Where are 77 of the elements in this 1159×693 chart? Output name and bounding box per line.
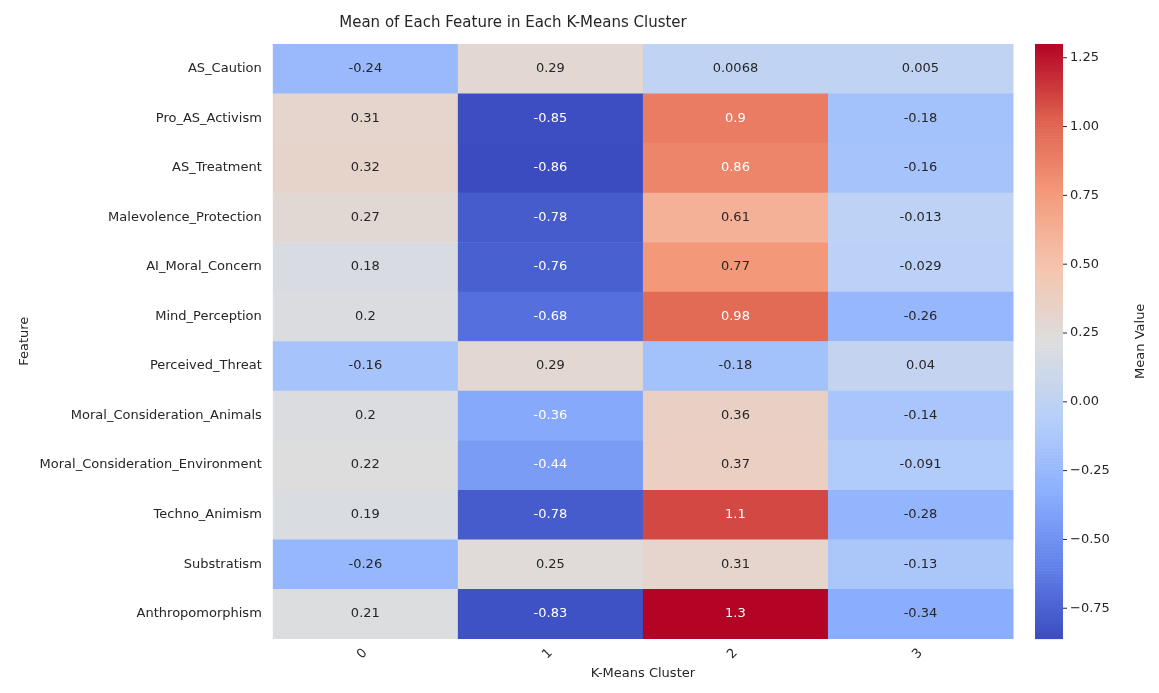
y-tick-label: Mind_Perception [155,307,262,323]
data-label: 0.77 [720,258,750,274]
color-bar-label: 0.00 [1070,393,1099,409]
data-label: 0.32 [350,159,380,175]
data-label: -0.24 [348,60,383,76]
data-label: -0.44 [533,456,568,472]
y-tick-label: Moral_Consideration_Animals [70,406,263,422]
color-bar-label: 0.50 [1070,255,1099,271]
data-label: -0.83 [533,605,568,621]
data-label: -0.16 [348,357,383,373]
data-label: 0.98 [720,307,750,323]
data-label: 0.19 [350,506,380,522]
data-label: 0.005 [901,60,940,76]
data-label: -0.68 [533,307,568,323]
data-label: 0.37 [720,456,750,472]
color-bar-title: Mean Value [1132,303,1148,379]
x-axis-title: K-Means Cluster [590,664,696,680]
data-label: -0.78 [533,208,568,224]
data-label: -0.16 [903,159,938,175]
data-label: -0.28 [903,506,938,522]
data-label: 0.04 [906,357,935,373]
data-label: 0.27 [350,208,380,224]
data-label: 0.9 [725,109,746,125]
data-label: 0.31 [350,109,380,125]
data-label: -0.091 [899,456,942,472]
data-label: -0.36 [533,406,568,422]
data-label: -0.76 [533,258,568,274]
data-label: -0.18 [903,109,938,125]
data-label: 0.31 [720,555,750,571]
y-tick-label: Substratism [183,555,262,571]
color-bar-label: 0.75 [1070,186,1099,202]
y-tick-label: AS_Caution [187,60,262,76]
color-bar-label: 0.25 [1070,324,1099,340]
chart-title: Mean of Each Feature in Each K-Means Cluster [339,12,688,31]
y-tick-label: Moral_Consideration_Environment [39,456,262,472]
color-bar-label: −0.75 [1070,599,1110,615]
data-label: -0.14 [903,406,938,422]
data-label: -0.34 [903,605,938,621]
x-tick-label: 3 [908,644,925,662]
data-label: -0.13 [903,555,938,571]
data-label: -0.013 [899,208,942,224]
data-label: 1.3 [725,605,746,621]
data-label: 0.22 [350,456,380,472]
data-label: 0.18 [350,258,380,274]
x-tick-label: 2 [723,644,740,662]
data-label: -0.029 [899,258,942,274]
data-label: -0.26 [348,555,383,571]
color-bar-label: −0.50 [1070,530,1110,546]
y-tick-label: Perceived_Threat [149,357,262,373]
data-label: 0.0068 [712,60,759,76]
x-tick-label: 0 [353,644,370,662]
data-label: 0.21 [350,605,380,621]
data-label: 0.29 [535,357,565,373]
data-label: 0.2 [355,406,376,422]
y-axis-title: Feature [16,316,32,366]
data-label: -0.18 [718,357,753,373]
data-label: 0.2 [355,307,376,323]
data-label: -0.78 [533,506,568,522]
y-tick-label: Pro_AS_Activism [155,109,262,125]
y-tick-label: Malevolence_Protection [108,208,262,224]
data-label: 0.36 [720,406,750,422]
data-label: -0.86 [533,159,568,175]
color-bar-label: 1.25 [1070,49,1099,65]
data-label: -0.26 [903,307,938,323]
y-tick-label: AI_Moral_Concern [146,258,262,274]
x-tick-label: 1 [538,644,555,662]
color-bar-label: 1.00 [1070,117,1099,133]
data-label: 0.61 [720,208,750,224]
data-label: 1.1 [725,506,746,522]
data-label: 0.29 [535,60,565,76]
y-tick-label: Anthropomorphism [136,605,262,621]
data-label: 0.25 [535,555,565,571]
y-tick-label: Techno_Animism [152,506,262,522]
data-label: 0.86 [720,159,750,175]
y-tick-label: AS_Treatment [172,159,262,175]
color-bar-label: −0.25 [1070,462,1110,477]
data-label: -0.85 [533,109,568,125]
